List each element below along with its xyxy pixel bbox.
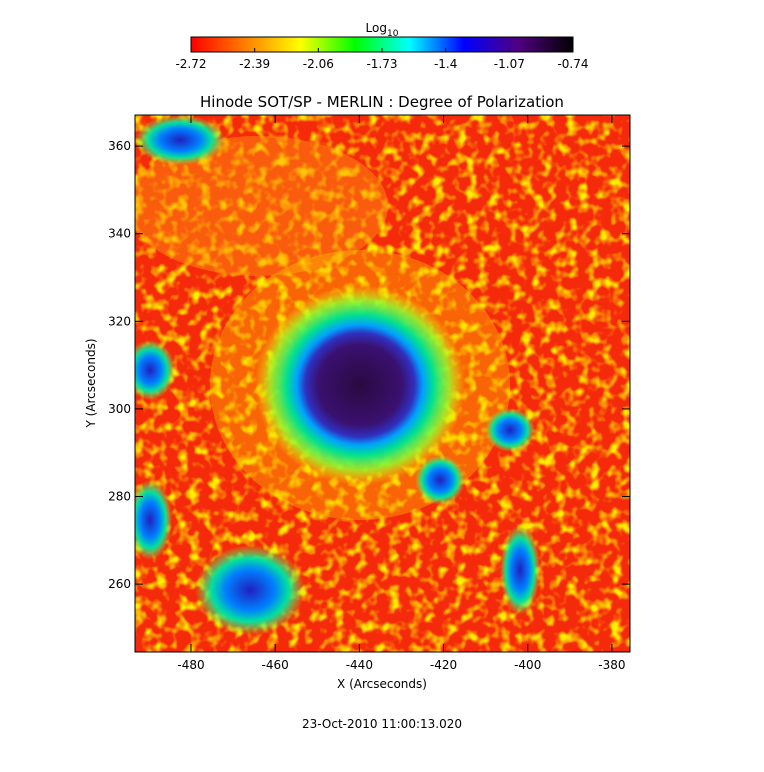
solar-image [135, 115, 630, 652]
colorbar-tick-label: -2.72 [175, 57, 206, 71]
y-tick-label: 360 [108, 139, 131, 153]
chart-title: Hinode SOT/SP - MERLIN : Degree of Polar… [200, 93, 564, 111]
colorbar-tick-label: -1.73 [366, 57, 397, 71]
x-tick-label: -480 [177, 658, 204, 672]
x-tick-label: -420 [430, 658, 457, 672]
x-axis-label: X (Arcseconds) [337, 677, 427, 691]
colorbar-tick-label: -2.06 [303, 57, 334, 71]
x-tick-label: -380 [598, 658, 625, 672]
colorbar-label-subscript: 10 [387, 29, 399, 39]
colorbar-tick-label: -0.74 [557, 57, 588, 71]
y-tick-label: 320 [108, 314, 131, 328]
colorbar-tick-label: -1.4 [434, 57, 457, 71]
y-tick-label: 260 [108, 577, 131, 591]
x-tick-label: -440 [346, 658, 373, 672]
colorbar-label: Log10 [366, 21, 399, 39]
footer: 23-Oct-2010 11:00:13.020 [302, 717, 462, 731]
plot-frame [134, 114, 631, 653]
colorbar-label-text: Log [366, 21, 387, 35]
colorbar-tick-label: -2.39 [239, 57, 270, 71]
y-tick-label: 340 [108, 227, 131, 241]
colorbar-tick-label: -1.07 [494, 57, 525, 71]
y-tick-label: 300 [108, 402, 131, 416]
x-tick-label: -460 [262, 658, 289, 672]
y-tick-label: 280 [108, 490, 131, 504]
x-tick-label: -400 [514, 658, 541, 672]
y-axis-label: Y (Arcseconds) [84, 338, 98, 428]
